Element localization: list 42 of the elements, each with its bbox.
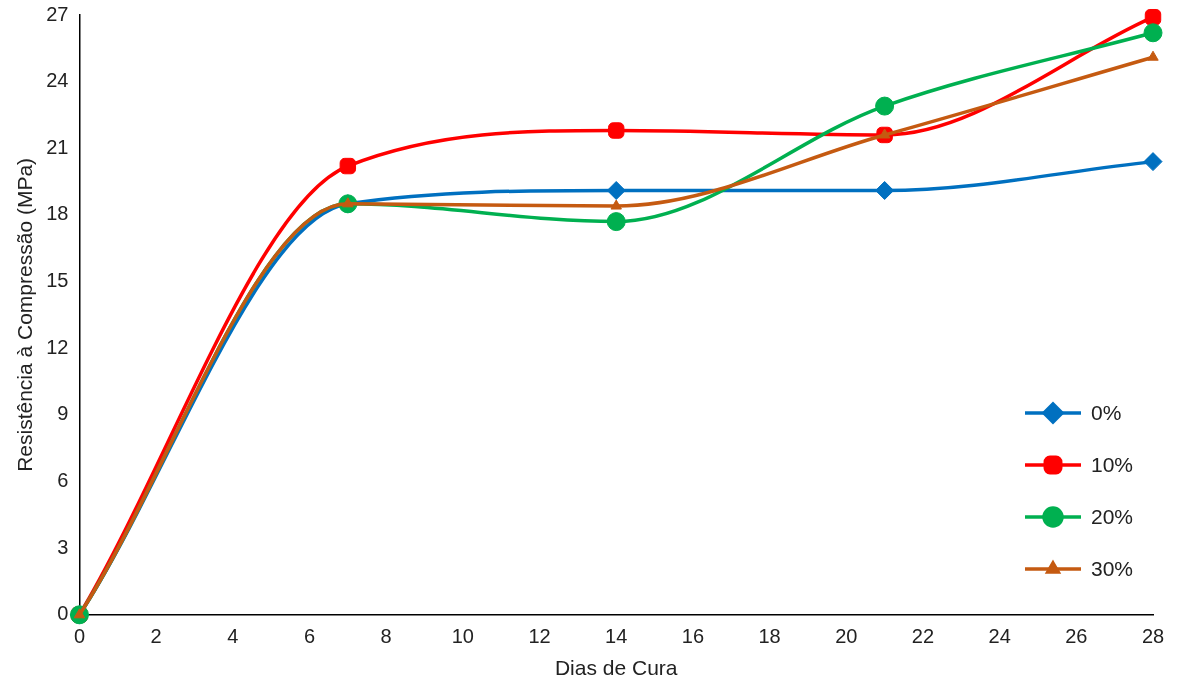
point (339, 157, 357, 175)
point (606, 212, 626, 232)
x-tick-label: 2 (150, 625, 162, 648)
x-tick-label: 12 (528, 625, 551, 648)
point (608, 122, 625, 139)
y-tick-label: 27 (46, 2, 69, 25)
y-tick-label: 12 (46, 335, 69, 358)
point (1143, 152, 1163, 172)
x-tick-label: 14 (605, 625, 628, 648)
x-axis-title: Dias de Cura (554, 656, 678, 680)
x-tick-label: 18 (758, 625, 781, 648)
x-tick-label: 16 (681, 625, 705, 648)
point (1144, 9, 1162, 26)
point (1147, 50, 1159, 61)
y-tick-label: 24 (46, 69, 69, 92)
x-tick-label: 20 (835, 625, 858, 648)
legend-label: 30% (1091, 556, 1134, 581)
x-tick-label: 24 (988, 625, 1011, 648)
x-tick-label: 8 (380, 625, 392, 648)
y-tick-label: 3 (57, 535, 69, 558)
y-tick-label: 9 (57, 402, 69, 425)
y-tick-label: 18 (46, 202, 69, 225)
legend-label: 10% (1091, 452, 1134, 477)
y-tick-label: 6 (57, 469, 69, 492)
x-tick-label: 0 (73, 625, 86, 648)
y-tick-label: 0 (57, 602, 69, 625)
y-tick-label: 21 (46, 135, 69, 158)
point (610, 199, 622, 210)
point (606, 181, 626, 200)
point (875, 181, 895, 200)
legend-label: 20% (1091, 504, 1134, 529)
x-tick-label: 10 (451, 625, 474, 648)
y-axis-title: Resistência à Compressão (MPa) (13, 157, 37, 472)
x-tick-label: 22 (911, 625, 935, 648)
point (875, 96, 895, 116)
x-tick-label: 6 (303, 625, 316, 648)
x-tick-label: 4 (227, 625, 239, 648)
legend-label: 0% (1091, 400, 1122, 425)
y-tick-label: 15 (46, 269, 69, 292)
x-tick-label: 26 (1065, 625, 1088, 648)
x-tick-label: 28 (1141, 625, 1165, 648)
point (1143, 23, 1163, 43)
